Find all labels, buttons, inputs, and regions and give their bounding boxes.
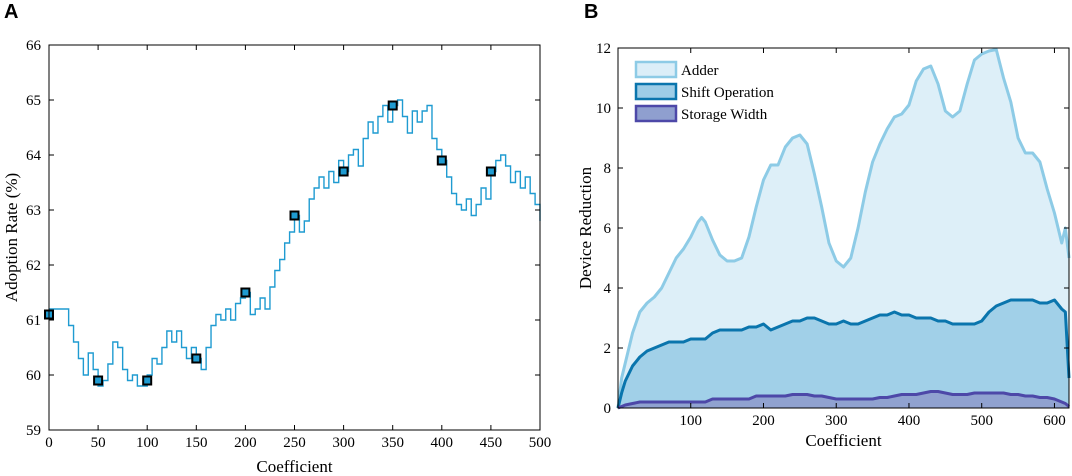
panel-a-marker <box>387 100 398 111</box>
panel-b-line-2 <box>617 390 1070 410</box>
panel-a-marker <box>436 155 447 166</box>
panel-a-x-tick-label: 350 <box>381 435 404 451</box>
panel-a-y-axis-label: Adoption Rate (%) <box>2 173 21 302</box>
panel-b-y-tick-label: 4 <box>604 281 612 297</box>
panel-b-area-1 <box>618 300 1069 408</box>
panel-b-y-tick-label: 10 <box>596 101 611 117</box>
panel-b-chart: 100 200 300 400 500 600 0 2 4 6 8 10 12 Coefficient De… <box>576 41 1071 450</box>
panel-b-x-tick-label: 600 <box>1043 413 1066 429</box>
panel-a-y-tick-label: 61 <box>26 313 41 329</box>
panel-b-y-axis-label: Device Reduction <box>576 166 595 289</box>
panel-b-x-tick-label: 400 <box>898 413 921 429</box>
panel-b-legend-label: Storage Width <box>681 107 768 123</box>
panel-b-legend-swatch <box>634 82 678 101</box>
panel-a-letter: A <box>4 1 18 23</box>
panel-b-legend-swatch <box>634 104 678 123</box>
panel-a-marker <box>338 166 349 177</box>
panel-b-letter: B <box>584 1 598 23</box>
panel-b-x-tick-label: 300 <box>825 413 848 429</box>
panel-b-y-tick-label: 6 <box>604 221 612 237</box>
panel-b-legend-label: Shift Operation <box>681 85 774 101</box>
panel-b-x-tick-label: 500 <box>970 413 993 429</box>
panel-a-marker <box>289 210 300 221</box>
panel-a-marker <box>93 375 104 386</box>
panel-a-x-tick-label: 250 <box>283 435 306 451</box>
panel-a-x-tick-label: 400 <box>431 435 454 451</box>
panel-a-y-tick-label: 66 <box>26 38 42 54</box>
panel-b-line-1 <box>616 298 1071 409</box>
panel-b-y-tick-label: 2 <box>604 341 612 357</box>
panel-b-line-0 <box>616 48 1071 409</box>
panel-a-marker <box>191 353 202 364</box>
panel-a-x-tick-label: 500 <box>529 435 552 451</box>
panel-a-y-tick-label: 63 <box>26 203 41 219</box>
panel-a-x-axis-label: Coefficient <box>256 457 332 476</box>
panel-b-y-tick-label: 8 <box>604 161 612 177</box>
panel-a-marker <box>240 287 251 298</box>
panel-a-x-tick-label: 150 <box>185 435 208 451</box>
panel-b-legend-label: Adder <box>681 63 719 79</box>
panel-a-y-tick-label: 59 <box>26 423 41 439</box>
panel-b-x-axis-label: Coefficient <box>805 431 881 450</box>
panel-a-marker <box>142 375 153 386</box>
panel-a-x-tick-label: 100 <box>136 435 159 451</box>
panel-b-area-0 <box>618 49 1069 408</box>
panel-b-y-tick-label: 12 <box>596 41 611 57</box>
panel-a-x-tick-label: 450 <box>480 435 503 451</box>
panel-a-y-tick-label: 62 <box>26 258 41 274</box>
panel-a-x-tick-label: 300 <box>332 435 355 451</box>
panel-a-y-tick-label: 64 <box>26 148 42 164</box>
panel-a-y-tick-label: 60 <box>26 368 41 384</box>
panel-b-legend-swatch <box>634 60 678 79</box>
panel-a-chart: 0 50 100 150 200 250 300 350 400 450 500 59 60 61 62 63… <box>2 38 551 476</box>
panel-a-plot-area <box>49 45 540 430</box>
panel-a-y-tick-label: 65 <box>26 93 41 109</box>
panel-a-x-tick-label: 50 <box>91 435 106 451</box>
panel-a-series-line <box>49 99 541 387</box>
panel-a-x-tick-label: 200 <box>234 435 257 451</box>
panel-b-x-tick-label: 200 <box>752 413 775 429</box>
panel-a-x-tick-label: 0 <box>45 435 53 451</box>
panel-b-y-tick-label: 0 <box>604 401 612 417</box>
panel-b-x-tick-label: 100 <box>679 413 702 429</box>
panel-a-marker <box>485 166 496 177</box>
